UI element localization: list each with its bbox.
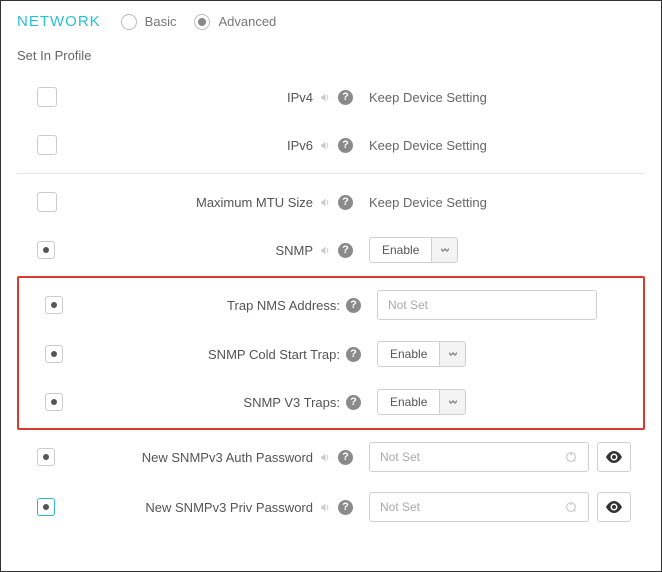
generate-icon[interactable] [564,500,578,514]
row-ipv4: IPv4 ? Keep Device Setting [17,73,645,121]
input-placeholder: Not Set [380,450,420,464]
row-trap-nms: Trap NMS Address: ? Not Set [25,280,637,330]
eye-icon [605,451,623,463]
row-label: Maximum MTU Size [196,195,313,210]
dropdown-value: Enable [377,341,440,367]
generate-icon[interactable] [564,450,578,464]
help-icon[interactable]: ? [338,500,353,515]
row-v3-traps: SNMP V3 Traps: ? Enable [25,378,637,426]
chevron-down-icon [440,341,466,367]
row-label: IPv4 [287,90,313,105]
row-snmp: SNMP ? Enable [17,226,645,274]
profile-checkbox[interactable] [45,393,63,411]
row-ipv6: IPv6 ? Keep Device Setting [17,121,645,169]
help-icon[interactable]: ? [338,138,353,153]
speaker-icon [319,501,332,514]
enable-dropdown[interactable]: Enable [377,341,466,367]
section-label: Set In Profile [17,48,645,63]
help-icon[interactable]: ? [346,347,361,362]
row-label: SNMP V3 Traps: [243,395,340,410]
radio-icon [194,14,210,30]
help-icon[interactable]: ? [338,243,353,258]
speaker-icon [319,244,332,257]
chevron-down-icon [432,237,458,263]
speaker-icon [319,451,332,464]
settings-rows: IPv4 ? Keep Device Setting IPv6 ? Keep D… [17,73,645,532]
priv-password-input[interactable]: Not Set [369,492,589,522]
auth-password-input[interactable]: Not Set [369,442,589,472]
row-label: Trap NMS Address: [227,298,340,313]
row-value: Keep Device Setting [369,90,487,105]
mode-basic-label: Basic [145,14,177,29]
mode-radio-group: Basic Advanced [121,14,277,30]
profile-checkbox[interactable] [37,498,55,516]
page-title: NETWORK [17,13,101,30]
profile-checkbox[interactable] [37,448,55,466]
trap-nms-input[interactable]: Not Set [377,290,597,320]
profile-checkbox[interactable] [37,192,57,212]
row-label: SNMP Cold Start Trap: [208,347,340,362]
enable-dropdown[interactable]: Enable [369,237,458,263]
help-icon[interactable]: ? [338,450,353,465]
input-placeholder: Not Set [380,500,420,514]
reveal-button[interactable] [597,492,631,522]
help-icon[interactable]: ? [346,395,361,410]
row-priv-password: New SNMPv3 Priv Password ? Not Set [17,482,645,532]
dropdown-value: Enable [369,237,432,263]
row-label: IPv6 [287,138,313,153]
row-value: Keep Device Setting [369,138,487,153]
profile-checkbox[interactable] [37,87,57,107]
divider [17,173,645,174]
profile-checkbox[interactable] [45,345,63,363]
mode-advanced-label: Advanced [218,14,276,29]
speaker-icon [319,139,332,152]
dropdown-value: Enable [377,389,440,415]
help-icon[interactable]: ? [338,90,353,105]
input-placeholder: Not Set [388,298,428,312]
profile-checkbox[interactable] [45,296,63,314]
row-mtu: Maximum MTU Size ? Keep Device Setting [17,178,645,226]
header: NETWORK Basic Advanced [17,13,645,30]
profile-checkbox[interactable] [37,241,55,259]
row-label: New SNMPv3 Priv Password [145,500,313,515]
row-auth-password: New SNMPv3 Auth Password ? Not Set [17,432,645,482]
radio-icon [121,14,137,30]
help-icon[interactable]: ? [338,195,353,210]
profile-checkbox[interactable] [37,135,57,155]
enable-dropdown[interactable]: Enable [377,389,466,415]
highlighted-group: Trap NMS Address: ? Not Set SNMP Cold St… [17,276,645,430]
reveal-button[interactable] [597,442,631,472]
help-icon[interactable]: ? [346,298,361,313]
row-label: SNMP [275,243,313,258]
row-label: New SNMPv3 Auth Password [142,450,313,465]
row-value: Keep Device Setting [369,195,487,210]
mode-advanced[interactable]: Advanced [194,14,276,30]
speaker-icon [319,91,332,104]
speaker-icon [319,196,332,209]
chevron-down-icon [440,389,466,415]
eye-icon [605,501,623,513]
row-cold-start: SNMP Cold Start Trap: ? Enable [25,330,637,378]
mode-basic[interactable]: Basic [121,14,177,30]
